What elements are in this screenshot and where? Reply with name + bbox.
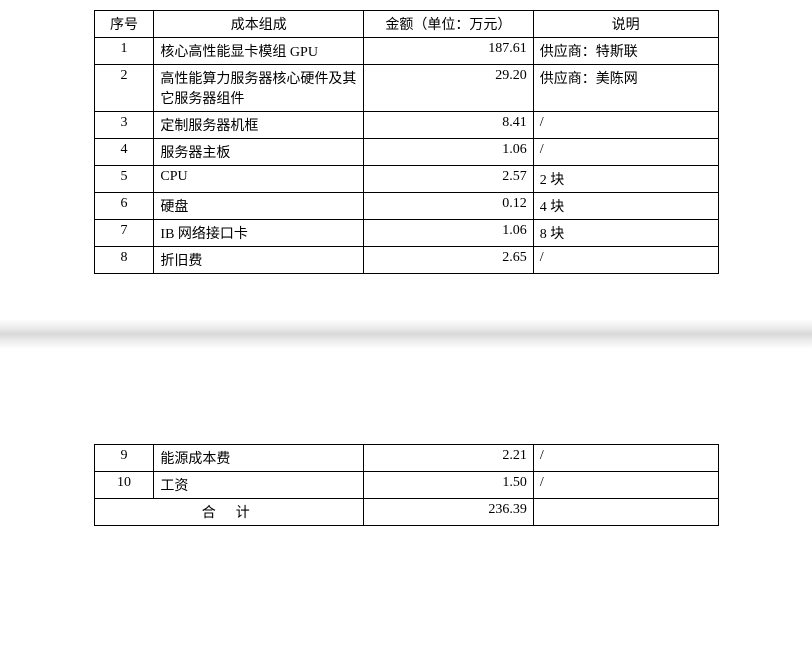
total-label: 合计: [94, 499, 364, 526]
cell-comp: 能源成本费: [154, 445, 364, 472]
table-row: 8折旧费2.65/: [94, 247, 718, 274]
total-amount: 236.39: [364, 499, 534, 526]
page-break: [0, 284, 812, 384]
cell-desc: /: [533, 472, 718, 499]
cell-amount: 0.12: [364, 193, 534, 220]
cell-seq: 1: [94, 38, 154, 65]
cell-comp: IB 网络接口卡: [154, 220, 364, 247]
cell-seq: 3: [94, 112, 154, 139]
cell-seq: 8: [94, 247, 154, 274]
table-row: 2高性能算力服务器核心硬件及其它服务器组件29.20供应商：美陈网: [94, 65, 718, 112]
cell-comp: 定制服务器机框: [154, 112, 364, 139]
cell-desc: /: [533, 139, 718, 166]
cell-comp: 服务器主板: [154, 139, 364, 166]
cell-seq: 2: [94, 65, 154, 112]
cell-seq: 10: [94, 472, 154, 499]
table-body-2: 9能源成本费2.21/10工资1.50/合计236.39: [94, 445, 718, 526]
cell-amount: 1.06: [364, 220, 534, 247]
table-row-total: 合计236.39: [94, 499, 718, 526]
table-body-1: 1核心高性能显卡模组 GPU187.61供应商：特斯联2高性能算力服务器核心硬件…: [94, 38, 718, 274]
total-desc: [533, 499, 718, 526]
cell-desc: 4 块: [533, 193, 718, 220]
cell-desc: /: [533, 247, 718, 274]
header-amount: 金额（单位：万元）: [364, 11, 534, 38]
table-header-row: 序号 成本组成 金额（单位：万元） 说明: [94, 11, 718, 38]
cell-seq: 5: [94, 166, 154, 193]
cost-table-part1: 序号 成本组成 金额（单位：万元） 说明 1核心高性能显卡模组 GPU187.6…: [94, 10, 719, 274]
table-row: 1核心高性能显卡模组 GPU187.61供应商：特斯联: [94, 38, 718, 65]
table-row: 10工资1.50/: [94, 472, 718, 499]
cell-amount: 29.20: [364, 65, 534, 112]
cell-amount: 8.41: [364, 112, 534, 139]
cell-comp: 核心高性能显卡模组 GPU: [154, 38, 364, 65]
cell-seq: 4: [94, 139, 154, 166]
cell-seq: 6: [94, 193, 154, 220]
cell-amount: 1.06: [364, 139, 534, 166]
header-seq: 序号: [94, 11, 154, 38]
header-comp: 成本组成: [154, 11, 364, 38]
table-row: 5CPU2.572 块: [94, 166, 718, 193]
cell-amount: 1.50: [364, 472, 534, 499]
table-row: 9能源成本费2.21/: [94, 445, 718, 472]
table-row: 3定制服务器机框8.41/: [94, 112, 718, 139]
cell-desc: /: [533, 112, 718, 139]
cost-table-part2: 9能源成本费2.21/10工资1.50/合计236.39: [94, 444, 719, 526]
table-row: 7IB 网络接口卡1.068 块: [94, 220, 718, 247]
cell-amount: 187.61: [364, 38, 534, 65]
cell-amount: 2.21: [364, 445, 534, 472]
cell-amount: 2.65: [364, 247, 534, 274]
cell-comp: CPU: [154, 166, 364, 193]
cell-desc: 供应商：特斯联: [533, 38, 718, 65]
page-1: 序号 成本组成 金额（单位：万元） 说明 1核心高性能显卡模组 GPU187.6…: [0, 0, 812, 284]
cell-seq: 9: [94, 445, 154, 472]
cell-amount: 2.57: [364, 166, 534, 193]
table-row: 6硬盘0.124 块: [94, 193, 718, 220]
page-2: 9能源成本费2.21/10工资1.50/合计236.39: [0, 384, 812, 536]
cell-comp: 折旧费: [154, 247, 364, 274]
table-row: 4服务器主板1.06/: [94, 139, 718, 166]
cell-comp: 硬盘: [154, 193, 364, 220]
cell-comp: 工资: [154, 472, 364, 499]
header-desc: 说明: [533, 11, 718, 38]
cell-seq: 7: [94, 220, 154, 247]
cell-desc: 8 块: [533, 220, 718, 247]
cell-desc: /: [533, 445, 718, 472]
cell-comp: 高性能算力服务器核心硬件及其它服务器组件: [154, 65, 364, 112]
cell-desc: 2 块: [533, 166, 718, 193]
cell-desc: 供应商：美陈网: [533, 65, 718, 112]
